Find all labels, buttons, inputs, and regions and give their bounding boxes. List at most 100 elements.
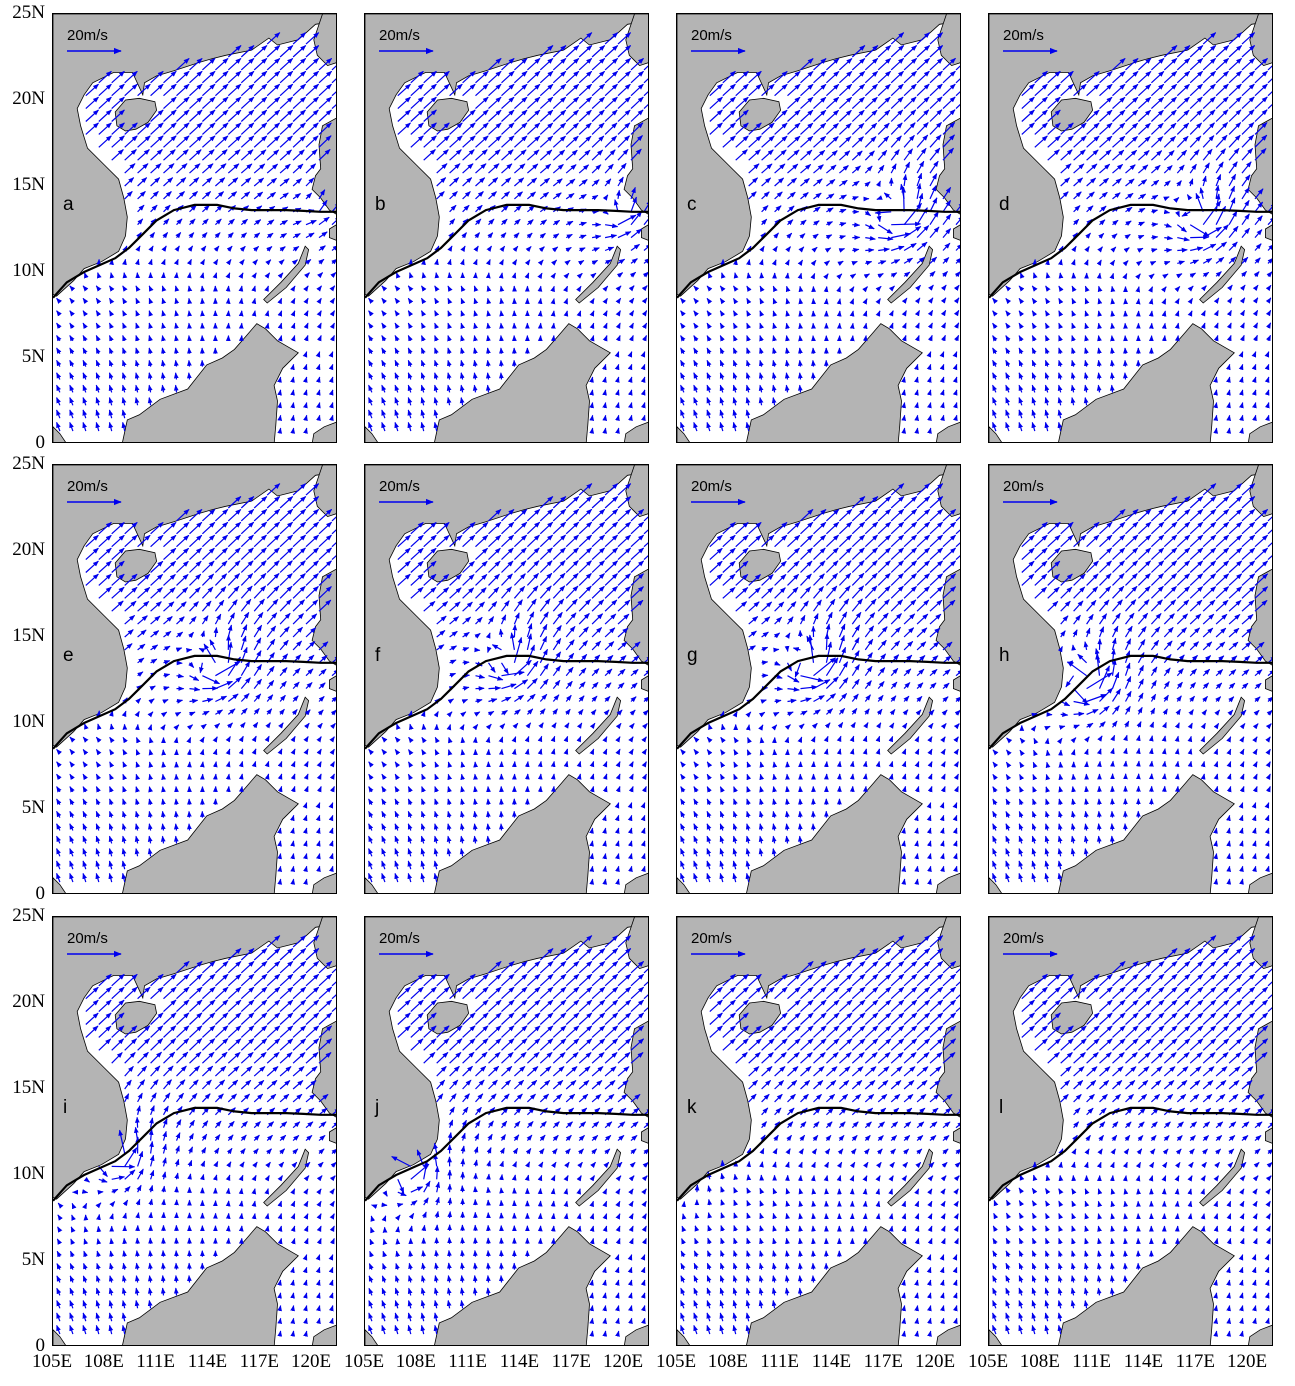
- wind-arrow: [305, 585, 319, 599]
- wind-arrow: [316, 736, 322, 743]
- land-mass: [1247, 117, 1272, 215]
- wind-arrow: [1161, 748, 1167, 755]
- wind-arrow: [1239, 736, 1245, 743]
- wind-arrow: [1163, 196, 1170, 202]
- wind-arrow: [680, 372, 686, 380]
- wind-arrow: [589, 853, 594, 860]
- wind-arrow: [992, 335, 998, 342]
- wind-arrow: [992, 421, 997, 432]
- wind-arrow: [1124, 662, 1131, 676]
- wind-arrow: [328, 827, 334, 834]
- wind-arrow: [176, 177, 187, 187]
- wind-arrow: [1005, 384, 1011, 393]
- wind-arrow: [537, 760, 543, 768]
- wind-arrow: [251, 272, 257, 279]
- wind-arrow: [240, 1051, 254, 1064]
- wind-arrow: [511, 736, 517, 743]
- wind-arrow: [927, 334, 933, 342]
- wind-arrow: [1099, 205, 1107, 213]
- wind-arrow: [304, 272, 310, 279]
- wind-arrow: [499, 823, 504, 831]
- wind-arrow: [604, 682, 612, 690]
- wind-arrow: [407, 1300, 413, 1309]
- wind-arrow: [225, 761, 231, 768]
- wind-arrow: [800, 547, 813, 561]
- wind-arrow: [746, 297, 752, 305]
- wind-arrow: [942, 534, 957, 548]
- wind-arrow: [927, 309, 934, 317]
- wind-arrow: [212, 748, 218, 756]
- wind-arrow: [552, 233, 560, 239]
- wind-arrow: [150, 601, 162, 612]
- wind-arrow: [591, 534, 606, 548]
- wind-arrow: [693, 761, 700, 768]
- wind-arrow: [305, 1134, 313, 1142]
- wind-arrow: [513, 1093, 523, 1103]
- wind-arrow: [1215, 669, 1224, 677]
- wind-arrow: [381, 334, 387, 342]
- wind-arrow: [486, 1250, 491, 1257]
- wind-arrow: [394, 823, 400, 831]
- wind-arrow: [537, 297, 543, 305]
- wind-arrow: [329, 773, 335, 780]
- wind-arrow: [137, 1150, 144, 1167]
- wind-arrow: [83, 1226, 89, 1233]
- wind-arrow: [56, 1263, 62, 1270]
- wind-arrow: [69, 372, 75, 380]
- wind-arrow: [798, 298, 804, 305]
- wind-arrow: [449, 204, 457, 213]
- wind-arrow: [331, 529, 336, 535]
- wind-arrow: [773, 632, 781, 639]
- wind-arrow: [940, 785, 946, 793]
- wind-arrow: [602, 878, 608, 885]
- wind-arrow: [240, 573, 254, 586]
- wind-arrow: [721, 272, 726, 279]
- wind-arrow: [69, 285, 76, 292]
- wind-arrow: [617, 1121, 626, 1129]
- wind-arrow: [407, 1312, 413, 1322]
- wind-arrow: [719, 786, 725, 793]
- wind-arrow: [331, 91, 336, 97]
- wind-arrow: [436, 163, 448, 174]
- wind-arrow: [1149, 260, 1157, 266]
- wind-arrow: [513, 109, 528, 122]
- wind-arrow: [680, 786, 686, 793]
- wind-arrow: [1123, 359, 1128, 367]
- wind-arrow: [890, 149, 900, 161]
- wind-arrow: [617, 57, 632, 71]
- wind-arrow: [201, 600, 212, 612]
- wind-arrow: [447, 310, 453, 317]
- wind-arrow: [148, 285, 154, 292]
- wind-arrow: [774, 616, 783, 625]
- wind-arrow: [187, 1159, 193, 1167]
- wind-arrow: [1073, 711, 1085, 717]
- scale-label: 20m/s: [67, 478, 108, 495]
- wind-arrow: [680, 848, 685, 857]
- wind-arrow: [538, 1161, 544, 1168]
- wind-arrow: [1030, 725, 1037, 732]
- wind-arrow: [305, 219, 317, 226]
- wind-arrow: [137, 615, 148, 625]
- wind-arrow: [1097, 735, 1103, 742]
- wind-arrow: [719, 347, 725, 354]
- wind-arrow: [161, 245, 167, 252]
- wind-arrow: [292, 178, 302, 187]
- wind-arrow: [487, 646, 492, 653]
- wind-arrow: [526, 96, 541, 110]
- wind-arrow: [1045, 761, 1051, 769]
- wind-arrow: [1058, 285, 1064, 292]
- wind-arrow: [328, 1266, 334, 1274]
- panel-label: f: [375, 645, 381, 666]
- wind-arrow: [329, 1188, 335, 1195]
- wind-arrow: [550, 322, 556, 329]
- wind-arrow: [368, 1263, 374, 1270]
- wind-arrow: [214, 1134, 221, 1141]
- wind-arrow: [1044, 384, 1050, 393]
- wind-arrow: [929, 173, 938, 187]
- wind-arrow: [552, 560, 566, 573]
- wind-arrow: [176, 1012, 190, 1025]
- wind-arrow: [940, 865, 945, 873]
- wind-arrow: [732, 823, 738, 831]
- wind-arrow: [161, 1185, 166, 1193]
- wind-arrow: [111, 986, 125, 1000]
